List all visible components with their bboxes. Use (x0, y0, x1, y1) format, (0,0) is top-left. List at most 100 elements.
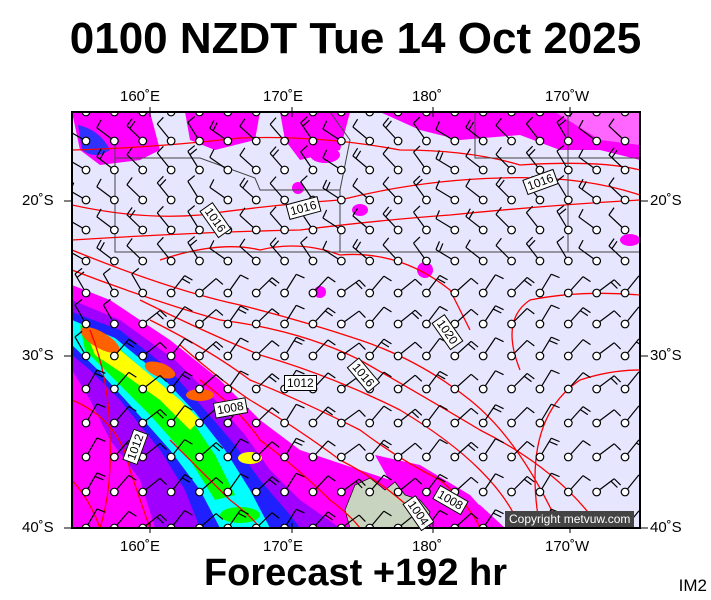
wind-barb (393, 408, 423, 428)
station-circle (195, 487, 204, 497)
wind-barb (382, 237, 403, 266)
station-circle (365, 195, 375, 205)
wind-barb (592, 342, 622, 361)
station-circle (592, 452, 602, 462)
right-lat-label: 30˚S (650, 347, 682, 364)
bottom-lon-label: 170˚W (545, 538, 590, 555)
wind-barb (322, 120, 346, 146)
wind-barb (223, 274, 249, 298)
station-circle (422, 319, 431, 329)
wind-barb (535, 304, 560, 329)
wind-barb (308, 440, 336, 462)
wind-barb (422, 473, 448, 497)
wind-barb (608, 177, 630, 205)
left-lat-label: 30˚S (22, 347, 54, 364)
wind-barb (450, 373, 479, 394)
station-circle (308, 136, 318, 146)
wind-barb (435, 210, 460, 235)
station-circle (138, 418, 148, 428)
top-lon-label: 160˚E (120, 88, 161, 105)
station-circle (450, 136, 460, 146)
wind-barb (138, 442, 167, 462)
station-circle (365, 256, 375, 266)
station-circle (308, 418, 318, 428)
wind-barb (422, 404, 448, 428)
wind-barb (507, 372, 535, 394)
wind-barb (478, 509, 504, 528)
station-circle (592, 384, 602, 394)
station-circle (478, 487, 488, 497)
station-circle (251, 256, 261, 266)
station-circle (251, 288, 261, 298)
wind-barb (336, 310, 366, 329)
wind-barb (81, 437, 106, 462)
wind-barb (413, 116, 431, 146)
station-circle (280, 418, 289, 428)
station-circle (81, 351, 91, 361)
station-circle (336, 418, 346, 428)
station-circle (592, 487, 602, 497)
wind-barb (592, 478, 622, 497)
station-circle (336, 487, 346, 497)
wind-barb (109, 405, 137, 428)
wind-barb (138, 408, 167, 428)
wind-barb (382, 206, 403, 235)
wind-barb (535, 472, 560, 497)
wind-barb (422, 370, 448, 394)
wind-barb (156, 116, 176, 146)
station-circle (507, 487, 516, 497)
station-circle (478, 319, 488, 329)
wind-barb (269, 117, 289, 146)
wind-barb (563, 276, 591, 298)
copyright-notice: Copyright metvuw.com (505, 511, 635, 527)
wind-barb (322, 209, 346, 235)
station-circle (280, 487, 289, 497)
station-circle (393, 319, 403, 329)
station-circle (308, 288, 318, 298)
wind-barb (322, 179, 346, 205)
station-circle (478, 418, 488, 428)
station-circle (336, 256, 346, 266)
station-circle (81, 225, 91, 235)
wind-barb (300, 236, 318, 266)
station-circle (336, 195, 346, 205)
station-circle (138, 165, 148, 175)
wind-barb (209, 149, 233, 175)
wind-barb (495, 117, 516, 146)
station-circle (422, 256, 431, 266)
station-circle (308, 487, 318, 497)
station-circle (280, 195, 289, 205)
wind-barb (495, 206, 516, 235)
station-circle (620, 487, 630, 497)
wind-barb (620, 338, 640, 361)
wind-barb (413, 175, 431, 205)
wind-barb (96, 148, 119, 175)
station-circle (507, 136, 516, 146)
wind-barb (413, 236, 431, 266)
wind-barb (74, 330, 91, 361)
wind-barb (126, 177, 148, 205)
wind-barb (535, 403, 560, 428)
wind-barb (280, 437, 305, 462)
station-circle (450, 384, 460, 394)
station-circle (166, 256, 176, 266)
station-circle (393, 225, 403, 235)
wind-barb (393, 442, 423, 462)
station-circle (450, 288, 460, 298)
station-circle (109, 452, 119, 462)
station-circle (592, 165, 602, 175)
station-circle (563, 225, 573, 235)
wind-barb (239, 118, 261, 146)
station-circle (450, 165, 460, 175)
wind-barb (608, 207, 630, 235)
station-circle (223, 165, 233, 175)
wind-barb (223, 337, 249, 361)
forecast-hour: Forecast +192 hr (203, 552, 508, 594)
wind-barb (131, 267, 148, 298)
station-circle (166, 225, 176, 235)
station-circle (138, 384, 148, 394)
station-circle (422, 288, 431, 298)
wind-barb (563, 475, 591, 497)
wind-barb (269, 206, 289, 235)
station-circle (251, 351, 261, 361)
